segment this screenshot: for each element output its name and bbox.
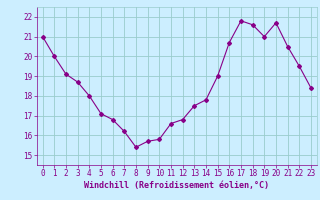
X-axis label: Windchill (Refroidissement éolien,°C): Windchill (Refroidissement éolien,°C) <box>84 181 269 190</box>
